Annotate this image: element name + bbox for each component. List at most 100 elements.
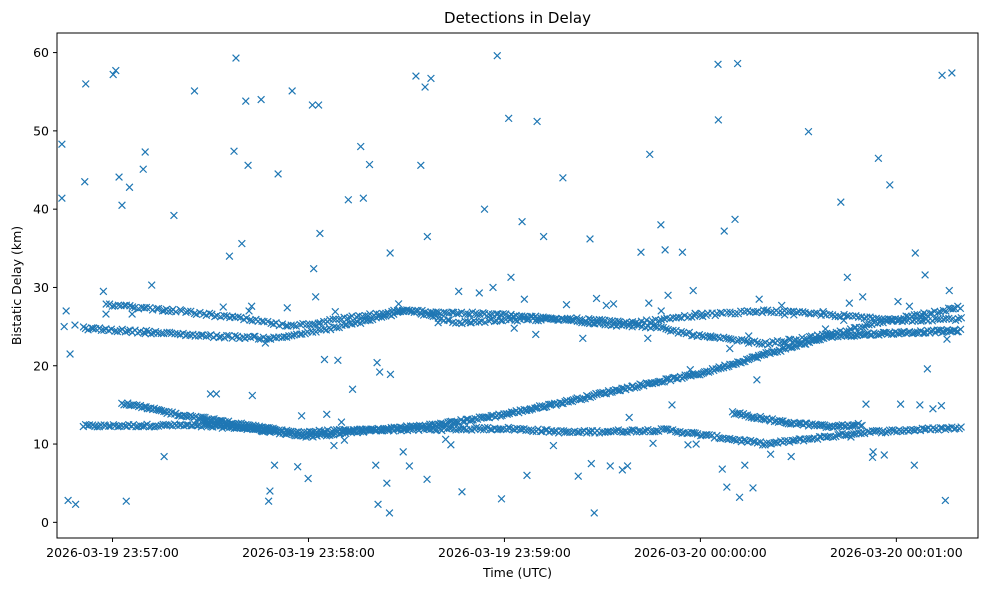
detection-point: [749, 484, 757, 492]
detection-point: [238, 239, 246, 248]
track-point: [755, 340, 764, 348]
detection-point: [480, 205, 489, 213]
detection-point: [337, 418, 346, 426]
detection-point: [905, 302, 914, 311]
detection-point: [257, 95, 265, 104]
track-point: [657, 323, 665, 332]
detection-point: [911, 249, 920, 257]
detection-point: [668, 401, 676, 409]
detection-point: [706, 333, 715, 342]
track-point: [140, 304, 149, 312]
detection-point: [910, 461, 919, 470]
track-point: [739, 357, 747, 366]
track-point: [740, 436, 748, 444]
x-tick-label: 2026-03-19 23:57:00: [46, 545, 179, 560]
detection-point: [938, 71, 946, 80]
track-point: [660, 315, 669, 323]
detection-point: [520, 295, 529, 304]
track-point: [825, 310, 834, 319]
track-point: [956, 304, 965, 313]
detection-point: [80, 177, 89, 186]
detection-point: [691, 309, 699, 318]
track-point: [272, 334, 280, 342]
track-point: [154, 422, 163, 431]
detection-point: [288, 87, 296, 95]
detection-point: [657, 220, 665, 229]
detection-point: [632, 318, 640, 327]
track-point: [949, 305, 957, 313]
track-point: [758, 441, 767, 449]
track-point: [197, 331, 206, 339]
track-point: [575, 428, 583, 437]
track-point: [341, 321, 349, 329]
detection-point: [766, 450, 775, 459]
detection-point: [819, 307, 828, 316]
track-point: [326, 325, 335, 334]
detection-point: [447, 441, 455, 449]
track-point: [956, 325, 965, 334]
detection-point: [762, 307, 771, 315]
detection-point: [880, 451, 889, 459]
detection-point: [219, 303, 228, 311]
track-point: [891, 328, 899, 336]
track-point: [706, 332, 715, 340]
track-point: [97, 326, 106, 335]
track-point: [504, 423, 513, 432]
track-point: [443, 316, 452, 324]
detection-point: [845, 299, 854, 307]
detection-point: [64, 496, 72, 505]
track-point: [114, 301, 123, 310]
track-point: [254, 335, 263, 343]
track-point: [548, 315, 556, 323]
track-point: [472, 423, 481, 432]
detection-point: [334, 356, 342, 365]
track-point: [600, 389, 609, 398]
detection-point: [304, 474, 312, 483]
detection-point: [718, 465, 727, 473]
track-point: [540, 314, 548, 323]
detection-point: [244, 161, 252, 170]
track-point: [102, 300, 111, 308]
track-point: [716, 308, 725, 317]
track-point: [714, 333, 722, 341]
track-point: [875, 331, 883, 339]
track-point: [641, 426, 650, 435]
detection-point: [740, 461, 749, 470]
detection-point: [102, 310, 110, 318]
track-point: [108, 302, 117, 311]
track-point: [557, 426, 565, 435]
x-tick-label: 2026-03-19 23:58:00: [242, 545, 375, 560]
detection-point: [111, 66, 120, 75]
track-point: [884, 315, 893, 323]
track-point: [218, 416, 227, 425]
detection-point: [142, 326, 151, 335]
track-point: [251, 332, 259, 341]
detection-point: [109, 70, 117, 79]
detection-point: [162, 305, 171, 314]
track-point: [249, 421, 257, 430]
detection-point: [916, 401, 924, 409]
detection-point: [66, 350, 74, 358]
track-point: [942, 314, 950, 323]
detection-point: [862, 400, 870, 408]
track-point: [646, 318, 654, 326]
detection-point: [385, 509, 394, 517]
detection-point: [493, 51, 502, 60]
track-point: [608, 317, 617, 325]
detection-point: [510, 324, 519, 332]
detection-point: [423, 232, 432, 241]
track-point: [294, 431, 303, 439]
track-point: [382, 309, 390, 318]
track-point: [445, 316, 453, 325]
track-point: [566, 428, 574, 437]
track-point: [858, 421, 866, 430]
track-point: [398, 306, 407, 315]
track-point: [104, 326, 113, 335]
track-point: [662, 324, 670, 333]
track-point: [285, 429, 294, 437]
track-point: [486, 311, 494, 320]
track-point: [753, 307, 762, 316]
detection-point: [331, 307, 340, 316]
x-axis-title: Time (UTC): [482, 565, 552, 580]
track-point: [331, 315, 340, 324]
